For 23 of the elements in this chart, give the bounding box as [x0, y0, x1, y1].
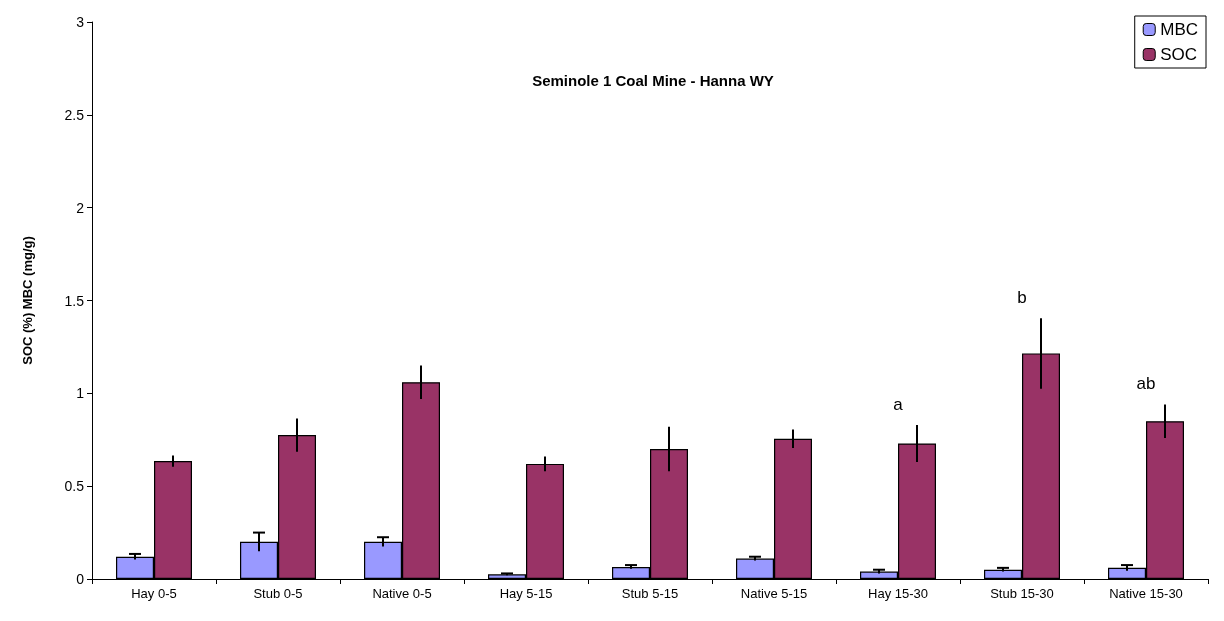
x-tick-label: Hay 5-15: [499, 586, 553, 601]
y-tick-label: 0.5: [64, 478, 85, 495]
legend-label: MBC: [1160, 20, 1198, 39]
y-tick-label: 2: [76, 199, 85, 216]
x-tick-label: Native 0-5: [372, 586, 432, 601]
x-tick-label: Stub 0-5: [253, 586, 303, 601]
y-tick-label: 1: [76, 385, 85, 402]
y-tick-label: 0: [76, 571, 85, 587]
x-tick-label: Stub 5-15: [621, 586, 679, 601]
annotation: b: [1017, 288, 1027, 308]
text: Seminole 1 Coal Mine - Hanna WY: [532, 72, 774, 89]
y-tick-label: 3: [76, 14, 85, 30]
y-tick-label: 1.5: [64, 292, 85, 309]
x-tick-label: Hay 0-5: [131, 586, 177, 601]
x-tick-label: Hay 15-30: [868, 586, 928, 601]
x-tick-label: Native 5-15: [740, 586, 808, 601]
annotation: ab: [1136, 374, 1156, 394]
y-tick-label: 2.5: [64, 106, 85, 123]
x-tick-label: Native 15-30: [1109, 586, 1183, 601]
annotation: a: [893, 394, 904, 414]
x-tick-label: Stub 15-30: [990, 586, 1054, 601]
y-axis-title: SOC (%) MBC (mg/g): [20, 236, 35, 365]
legend-label: SOC: [1160, 45, 1198, 64]
